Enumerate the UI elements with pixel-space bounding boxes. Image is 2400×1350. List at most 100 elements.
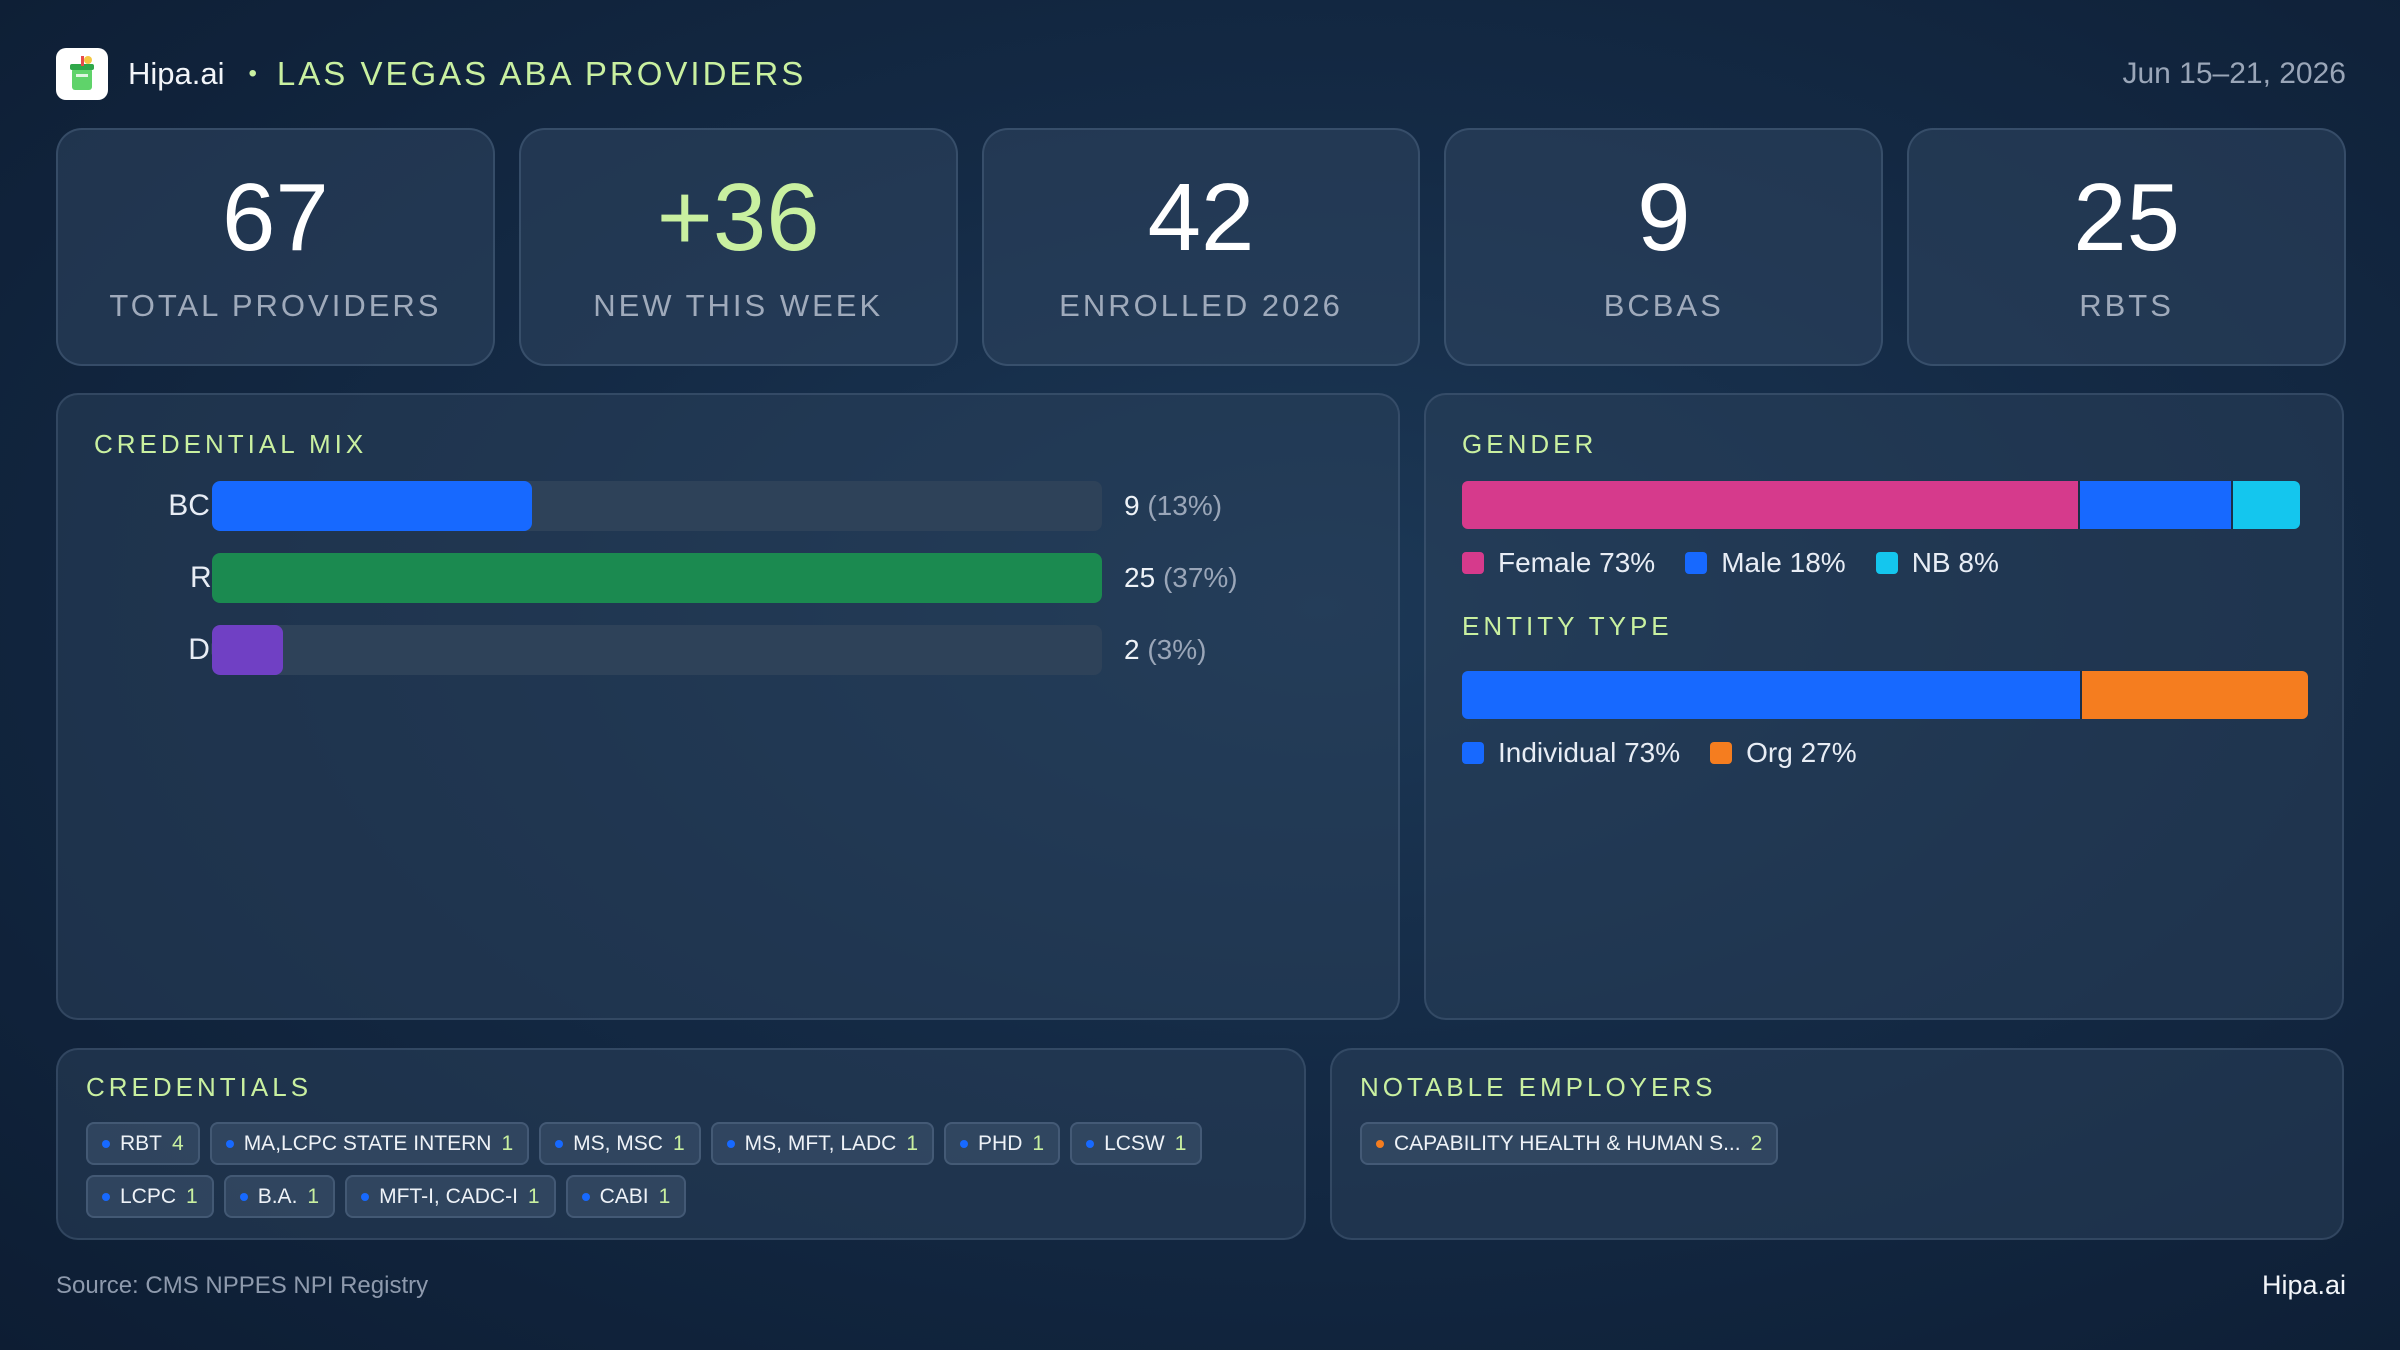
entity-legend-item: Individual 73% — [1462, 737, 1680, 769]
chip-count: 4 — [172, 1131, 184, 1155]
credentials-panel: CREDENTIALS RBT 4 MA,LCPC STATE INTERN 1 MS,… — [56, 1048, 1306, 1240]
stat-label: NEW THIS WEEK — [593, 288, 884, 323]
panel-title: NOTABLE EMPLOYERS — [1360, 1072, 1717, 1102]
panel-title: CREDENTIAL MIX — [94, 429, 368, 459]
stat-value: 67 — [222, 164, 329, 271]
chip-count: 1 — [307, 1184, 320, 1208]
header: Hipa.ai • LAS VEGAS ABA PROVIDERS Jun 15… — [56, 46, 2346, 102]
row-percent: (3%) — [1147, 634, 1207, 665]
row-value: 2 (3%) — [1124, 625, 1206, 675]
row-track — [212, 553, 1102, 603]
bullet-dot-icon — [726, 1139, 735, 1148]
gender-legend-item: Female 73% — [1462, 547, 1655, 579]
chip-label: RBT — [120, 1131, 162, 1155]
brand-name[interactable]: Hipa.ai — [128, 56, 225, 91]
bullet-dot-icon — [361, 1192, 370, 1201]
chip-count: 1 — [501, 1131, 514, 1155]
credential-chip[interactable]: LCPC 1 — [86, 1175, 214, 1218]
date-range: Jun 15–21, 2026 — [2122, 57, 2346, 90]
stat-label: TOTAL PROVIDERS — [109, 288, 442, 323]
credential-chip[interactable]: MS, MSC 1 — [539, 1122, 701, 1165]
credential-chip[interactable]: MS, MFT, LADC 1 — [710, 1122, 935, 1165]
bullet-dot-icon — [1376, 1139, 1384, 1148]
credential-chip[interactable]: MFT-I, CADC-I 1 — [345, 1175, 556, 1218]
credential-chip-list: RBT 4 MA,LCPC STATE INTERN 1 MS, MSC 1 MS, MFT… — [86, 1122, 1276, 1218]
stat-card-bcbas: 9 BCBAS — [1444, 128, 1884, 366]
credential-chip[interactable]: B.A. 1 — [223, 1175, 336, 1218]
legend-swatch — [1710, 742, 1733, 764]
legend-label: Male 18% — [1721, 547, 1846, 578]
stat-label: RBTS — [2079, 288, 2174, 323]
row-fill-bar — [212, 553, 1102, 603]
chip-label: LCSW — [1104, 1131, 1165, 1155]
bullet-dot-icon — [102, 1192, 110, 1201]
legend-swatch — [1685, 552, 1708, 574]
credential-chip[interactable]: MA,LCPC STATE INTERN 1 — [209, 1122, 530, 1165]
bullet-dot-icon — [1086, 1139, 1095, 1148]
chip-count: 1 — [186, 1184, 198, 1208]
chip-count: 1 — [527, 1184, 540, 1208]
chip-count: 2 — [1750, 1131, 1763, 1155]
row-fill-bar — [212, 625, 284, 675]
bullet-dot-icon — [581, 1192, 590, 1201]
credential-mix-panel: CREDENTIAL MIX BCBA 9 (13%) RBT 25 (37%)… — [56, 393, 1400, 1020]
footer-brand[interactable]: Hipa.ai — [2261, 1270, 2346, 1300]
gender-title: GENDER — [1462, 429, 1598, 459]
gender-segment-0 — [1462, 481, 2078, 529]
chip-count: 1 — [672, 1131, 685, 1155]
row-track — [212, 625, 1102, 675]
stat-value: +36 — [656, 164, 820, 271]
credential-chip[interactable]: CABI 1 — [565, 1175, 687, 1218]
gender-segment-2 — [2231, 481, 2300, 529]
stat-card-enrolled-2026: 42 ENROLLED 2026 — [981, 128, 1421, 366]
stat-cards: 67 TOTAL PROVIDERS +36 NEW THIS WEEK 42 … — [56, 128, 2346, 366]
credential-chip[interactable]: RBT 4 — [86, 1122, 200, 1165]
entity-type-title: ENTITY TYPE — [1462, 611, 1673, 641]
gender-segment-1 — [2077, 481, 2232, 529]
gender-legend-item: Male 18% — [1685, 547, 1846, 579]
credential-row-rbt: RBT 25 (37%) — [58, 553, 1358, 603]
bullet-dot-icon — [102, 1139, 110, 1148]
credential-chip[interactable]: LCSW 1 — [1070, 1122, 1203, 1165]
credential-row-dual: Dual 2 (3%) — [58, 625, 1358, 675]
row-percent: (37%) — [1162, 562, 1238, 593]
legend-label: Individual 73% — [1498, 737, 1681, 768]
chip-label: MS, MFT, LADC — [744, 1131, 897, 1155]
chip-label: MFT-I, CADC-I — [379, 1184, 518, 1208]
row-fill-bar — [212, 481, 533, 531]
legend-swatch — [1875, 552, 1898, 574]
chip-label: CABI — [599, 1184, 649, 1208]
chip-count: 1 — [906, 1131, 919, 1155]
row-count: 9 — [1124, 490, 1140, 521]
stat-card-new-this-week: +36 NEW THIS WEEK — [518, 128, 958, 366]
legend-swatch — [1462, 742, 1484, 764]
chip-label: CAPABILITY HEALTH & HUMAN S... — [1394, 1131, 1741, 1155]
chip-label: PHD — [978, 1131, 1023, 1155]
stat-value: 25 — [2073, 164, 2180, 271]
chip-label: B.A. — [257, 1184, 298, 1208]
notable-employers-panel: NOTABLE EMPLOYERS CAPABILITY HEALTH & HU… — [1330, 1048, 2344, 1240]
title-separator: • — [248, 60, 257, 87]
entity-segment-0 — [1462, 671, 2080, 719]
employer-chip[interactable]: CAPABILITY HEALTH & HUMAN S... 2 — [1360, 1122, 1779, 1165]
stat-card-total-providers: 67 TOTAL PROVIDERS — [56, 128, 495, 366]
credential-chip[interactable]: PHD 1 — [944, 1122, 1061, 1165]
drink-cup-icon[interactable] — [56, 48, 108, 100]
gender-legend-item: NB 8% — [1875, 547, 1999, 579]
chip-count: 1 — [1032, 1131, 1045, 1155]
dashboard-title: LAS VEGAS ABA PROVIDERS — [276, 55, 807, 92]
bullet-dot-icon — [239, 1192, 248, 1201]
panel-title: CREDENTIALS — [86, 1072, 313, 1102]
bullet-dot-icon — [960, 1139, 969, 1148]
row-value: 9 (13%) — [1124, 481, 1222, 531]
demographics-panel: GENDER Female 73% Male 18% NB 8% ENTITY TY… — [1424, 393, 2344, 1020]
row-percent: (13%) — [1147, 490, 1223, 521]
chip-count: 1 — [658, 1184, 671, 1208]
chip-label: MS, MSC — [573, 1131, 663, 1155]
row-track — [212, 481, 1102, 531]
chip-count: 1 — [1174, 1131, 1187, 1155]
chip-label: LCPC — [120, 1184, 177, 1208]
entity-type-stacked-bar — [1462, 671, 2308, 719]
credential-row-bcba: BCBA 9 (13%) — [58, 481, 1358, 531]
entity-legend-item: Org 27% — [1710, 737, 1857, 769]
